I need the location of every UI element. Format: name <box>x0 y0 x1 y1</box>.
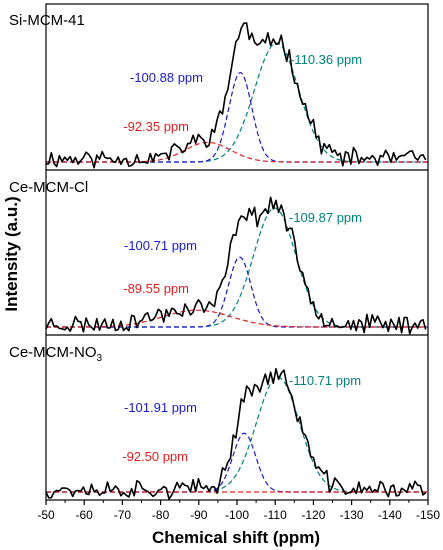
x-tick-label: -70 <box>114 508 132 522</box>
x-tick-label: -90 <box>190 508 208 522</box>
measured-spectrum <box>45 196 427 335</box>
x-tick-label: -100 <box>225 508 249 522</box>
panel-title: Ce-MCM-Cl <box>9 179 88 196</box>
x-tick-label: -150 <box>416 508 440 522</box>
peak-label: -109.87 ppm <box>289 210 362 225</box>
y-axis-label: Intensity (a.u.) <box>2 196 21 311</box>
peak-fit-curve <box>46 42 428 163</box>
peak-fit-curve <box>46 141 428 163</box>
peak-label: -92.50 ppm <box>122 449 188 464</box>
x-tick-label: -50 <box>37 508 55 522</box>
x-tick-label: -80 <box>152 508 170 522</box>
x-tick-label: -130 <box>340 508 364 522</box>
peak-label: -100.88 ppm <box>130 70 203 85</box>
x-axis-label: Chemical shift (ppm) <box>152 528 320 547</box>
peak-label: -101.91 ppm <box>124 400 197 415</box>
panel-title: Si-MCM-41 <box>9 12 85 29</box>
measured-spectrum <box>45 22 427 169</box>
peak-label: -110.71 ppm <box>289 373 361 388</box>
panel-1: -110.36 ppm -100.88 ppm -92.35 ppm Si-MCM-4… <box>9 12 428 169</box>
x-tick-label: -60 <box>76 508 94 522</box>
panel-2: -109.87 ppm -100.71 ppm -89.55 ppm Ce-MCM-C… <box>9 179 428 335</box>
panels-layer: -110.36 ppm -100.88 ppm -92.35 ppm Si-MCM-4… <box>9 12 428 500</box>
peak-label: -89.55 ppm <box>123 281 189 296</box>
panel-title: Ce-MCM-NO3 <box>9 344 103 364</box>
x-tick-label: -140 <box>378 508 402 522</box>
x-axis: -50 -60 -70 -80 -90 -100 -110 -120 -130 -140 -150 <box>37 500 440 522</box>
measured-spectrum <box>45 368 427 500</box>
peak-label: -92.35 ppm <box>123 119 189 134</box>
peak-fit-curve <box>46 207 428 328</box>
peak-fit-curve <box>46 71 428 163</box>
peak-label: -110.36 ppm <box>290 52 362 67</box>
x-tick-label: -110 <box>264 508 287 522</box>
x-tick-label: -120 <box>301 508 325 522</box>
peak-label: -100.71 ppm <box>124 238 197 253</box>
panel-3: -110.71 ppm -101.91 ppm -92.50 ppm Ce-MCM-N… <box>9 344 428 500</box>
